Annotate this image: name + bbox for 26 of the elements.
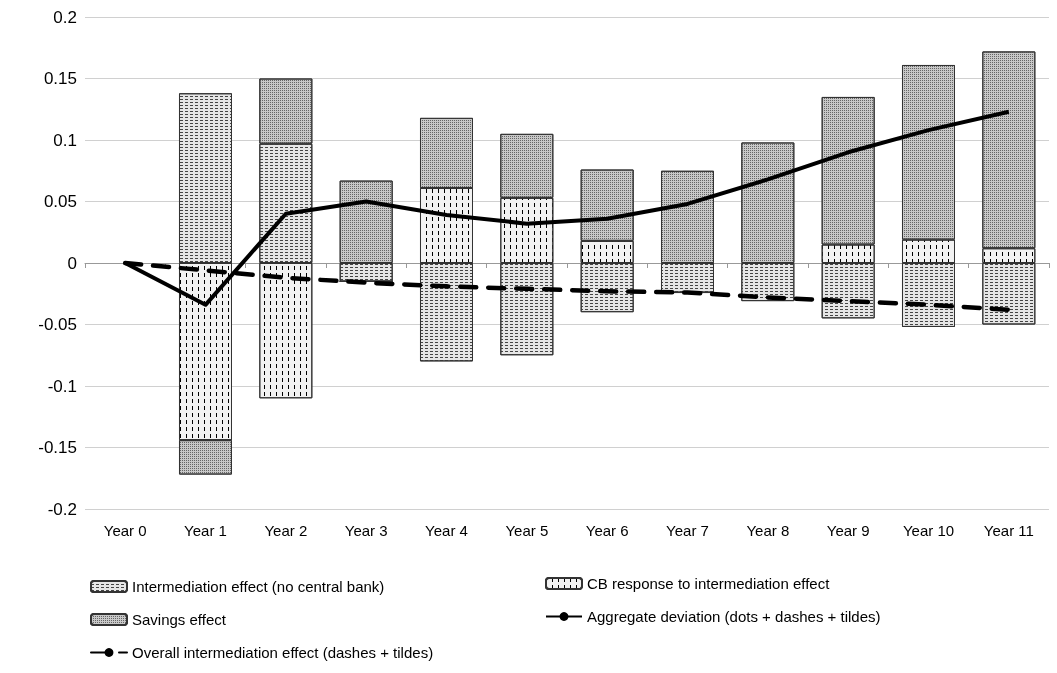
x-tick-label: Year 4 [425,522,468,539]
y-tick-label: -0.05 [38,315,77,334]
y-tick-label: 0.05 [43,192,77,211]
x-tick-label: Year 3 [344,522,388,539]
x-tick-label: Year 1 [184,522,227,539]
legend-label: Overall intermediation effect (dashes + tildes) [132,644,434,661]
y-tick-label: -0.15 [38,438,77,457]
x-tick-label: Year 8 [746,522,790,539]
x-tick-label: Year 2 [264,522,308,539]
x-tick-label: Year 0 [103,522,147,539]
y-tick-label: 0.15 [43,69,77,88]
x-tick-label: Year 11 [983,522,1034,539]
x-tick-label: Year 7 [666,522,709,539]
x-tick-label: Year 6 [585,522,629,539]
y-tick-label: 0.2 [53,7,77,27]
y-tick-label: -0.1 [47,376,77,396]
x-tick-label: Year 9 [826,522,870,539]
legend-label: Aggregate deviation (dots + dashes + tildes) [587,608,881,625]
legend-label: Intermediation effect (no central bank) [132,578,385,595]
legend-label: Savings effect [132,611,227,628]
legend-label: CB response to intermediation effect [587,575,831,592]
y-tick-label: -0.2 [47,499,77,519]
y-tick-label: 0 [67,253,77,273]
y-tick-label: 0.1 [53,130,77,150]
x-tick-label: Year 10 [902,522,955,539]
x-tick-label: Year 5 [505,522,549,539]
